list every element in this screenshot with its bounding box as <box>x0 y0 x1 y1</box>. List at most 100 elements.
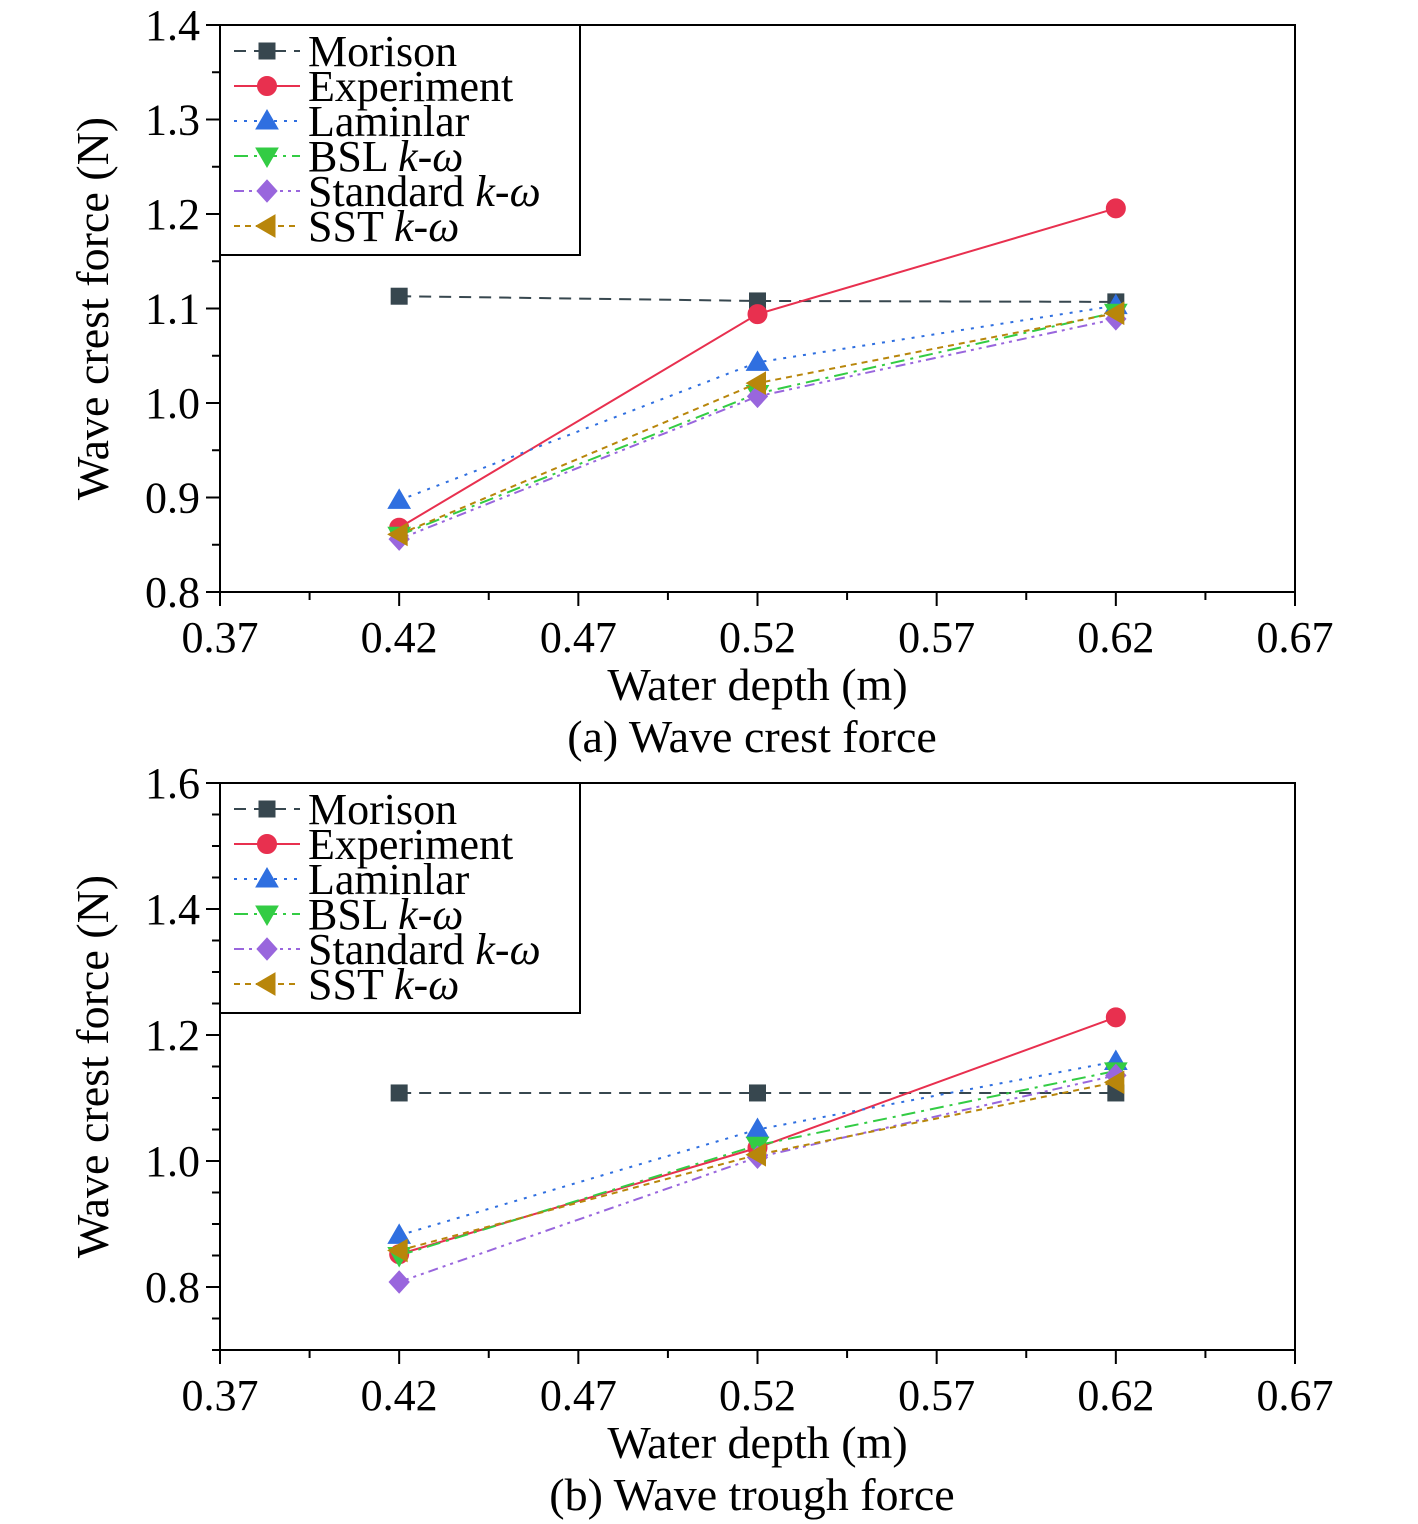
x-tick-label: 0.67 <box>1257 613 1334 662</box>
y-tick-label: 1.0 <box>145 379 200 428</box>
chart-panel-b: 0.37 0.42 0.47 0.52 0.57 0.62 0.67 0.8 1.0 1.2 1.4… <box>67 759 1334 1520</box>
legend-marker <box>257 834 277 854</box>
legend-entry: BSL k-ω <box>234 132 463 181</box>
series-sst-k- <box>387 301 1125 547</box>
data-point <box>387 1223 412 1244</box>
chart-panel-a: 0.37 0.42 0.47 0.52 0.57 0.62 0.67 0.8 0.9 1.0 1.1… <box>67 1 1334 762</box>
data-point <box>1105 1007 1126 1028</box>
legend-marker <box>255 109 279 130</box>
legend-entry: Laminlar <box>234 855 470 904</box>
data-point <box>745 350 770 371</box>
legend-label: Morison <box>308 27 457 76</box>
legend-marker <box>257 76 277 96</box>
x-axis-title: Water depth (m) <box>607 659 907 710</box>
data-point <box>749 1084 766 1102</box>
legend-marker <box>255 972 276 996</box>
y-axis-title: Wave crest force (N) <box>67 117 118 500</box>
x-tick-label: 0.57 <box>898 613 975 662</box>
legend-entry: Standard k-ω <box>234 167 541 216</box>
legend-label: BSL k-ω <box>308 890 463 939</box>
series-line <box>398 1074 1117 1283</box>
data-point <box>1105 198 1126 219</box>
x-tick-label: 0.47 <box>540 613 617 662</box>
x-tick-label: 0.42 <box>361 1371 438 1420</box>
y-tick-label: 0.9 <box>145 474 200 523</box>
legend-marker <box>256 179 278 203</box>
legend-marker <box>255 214 276 238</box>
series-sst-k- <box>387 1070 1125 1263</box>
x-tick-label: 0.67 <box>1257 1371 1334 1420</box>
legend-entry: Laminlar <box>234 97 470 146</box>
legend-marker <box>258 800 276 818</box>
legend-marker <box>258 42 276 60</box>
x-tick-label: 0.62 <box>1077 1371 1154 1420</box>
y-tick-label: 1.0 <box>145 1137 200 1186</box>
legend-entry: Experiment <box>234 62 513 111</box>
legend-label: BSL k-ω <box>308 132 463 181</box>
legend-label: Experiment <box>308 820 513 869</box>
legend-entry: SST k-ω <box>234 960 459 1009</box>
legend-label: Laminlar <box>308 855 470 904</box>
y-tick-label: 0.8 <box>145 1263 200 1312</box>
legend-label: SST k-ω <box>308 202 459 251</box>
y-tick-label: 1.2 <box>145 190 200 239</box>
series-bsl-k- <box>387 303 1128 548</box>
x-tick-label: 0.47 <box>540 1371 617 1420</box>
legend-label: Standard k-ω <box>308 925 541 974</box>
y-tick-label: 1.2 <box>145 1011 200 1060</box>
data-point <box>388 1270 410 1294</box>
panel-caption: (b) Wave trough force <box>549 1469 954 1520</box>
series-morison <box>390 1084 1125 1102</box>
legend-marker <box>255 905 279 926</box>
y-tick-label: 1.6 <box>145 759 200 808</box>
series-standard-k- <box>388 307 1127 551</box>
data-point <box>390 287 408 305</box>
data-point <box>387 522 408 547</box>
data-point <box>390 1084 408 1102</box>
legend-label: Experiment <box>308 62 513 111</box>
series-line <box>398 1081 1117 1252</box>
x-tick-label: 0.52 <box>719 1371 796 1420</box>
data-point <box>387 1238 408 1263</box>
legend-entry: Morison <box>234 785 457 834</box>
data-point <box>387 488 412 509</box>
legend-box <box>219 782 581 1014</box>
x-tick-label: 0.57 <box>898 1371 975 1420</box>
legend-label: SST k-ω <box>308 960 459 1009</box>
data-point <box>1103 301 1125 326</box>
x-tick-label: 0.37 <box>182 613 259 662</box>
series-line <box>398 312 1117 536</box>
series-line <box>398 311 1117 537</box>
x-tick-label: 0.52 <box>719 613 796 662</box>
data-point <box>747 304 768 325</box>
panel-caption: (a) Wave crest force <box>567 711 937 762</box>
y-tick-label: 1.3 <box>145 96 200 145</box>
legend-marker <box>256 937 278 961</box>
y-tick-label: 1.1 <box>145 285 200 334</box>
data-point <box>745 371 766 396</box>
legend-entry: Standard k-ω <box>234 925 541 974</box>
data-point <box>745 1142 766 1167</box>
y-tick-label: 1.4 <box>145 1 200 50</box>
legend-label: Laminlar <box>308 97 470 146</box>
x-tick-label: 0.62 <box>1077 613 1154 662</box>
x-axis-title: Water depth (m) <box>607 1417 907 1468</box>
x-tick-label: 0.37 <box>182 1371 259 1420</box>
series-line <box>398 317 1117 541</box>
legend-entry: BSL k-ω <box>234 890 463 939</box>
x-tick-label: 0.42 <box>361 613 438 662</box>
legend-label: Standard k-ω <box>308 167 541 216</box>
y-tick-label: 0.8 <box>145 568 200 617</box>
legend-marker <box>255 147 279 168</box>
y-tick-label: 1.4 <box>145 885 200 934</box>
data-point <box>1103 1070 1125 1095</box>
legend-entry: Morison <box>234 27 457 76</box>
y-axis-title: Wave crest force (N) <box>67 875 118 1258</box>
legend-entry: SST k-ω <box>234 202 459 251</box>
legend-entry: Experiment <box>234 820 513 869</box>
legend-box <box>219 24 581 256</box>
legend-marker <box>255 867 279 888</box>
